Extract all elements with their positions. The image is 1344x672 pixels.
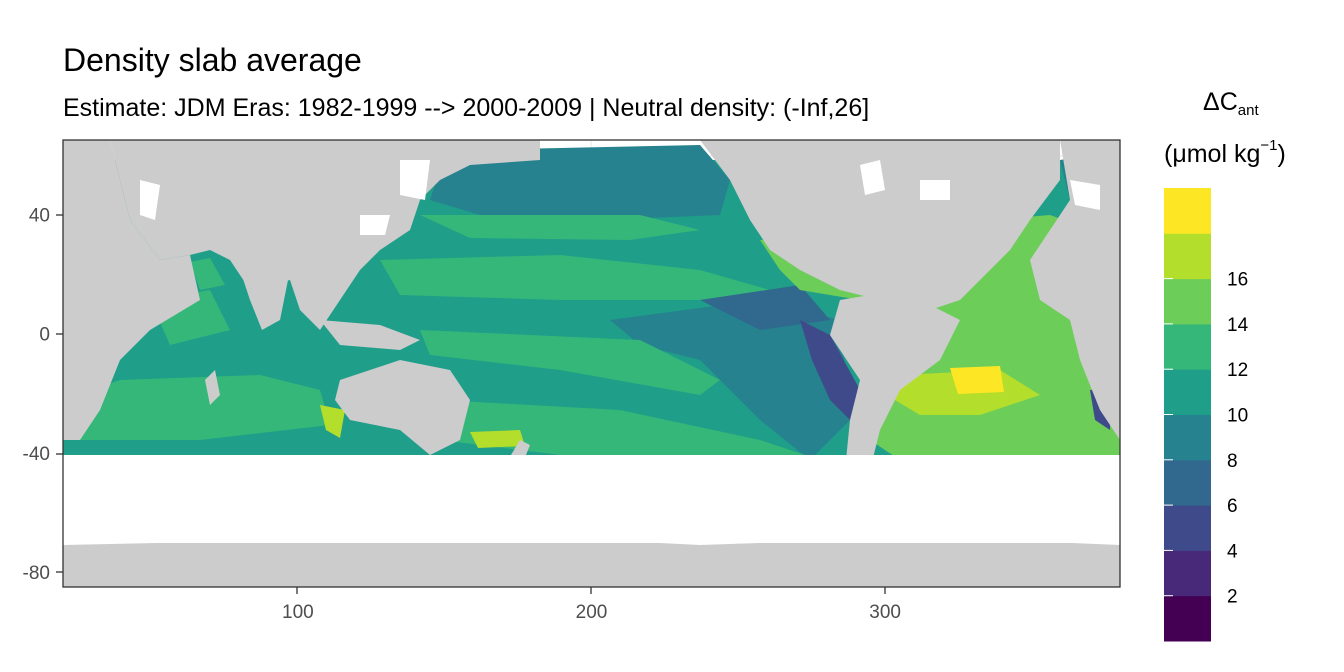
eastern-equatorial-pacific: [610, 300, 850, 460]
north-pacific-band-2: [420, 215, 700, 240]
x-tick-labels: 100 200 300: [282, 602, 901, 623]
axis-ticks: [56, 214, 886, 594]
x-tick-label: 300: [869, 602, 901, 623]
colorbar-swatch: [1164, 595, 1211, 642]
leeuwin-patch: [320, 405, 345, 438]
tasman-patch: [470, 430, 525, 448]
eastern-pacific-low: [700, 285, 830, 330]
colorbar-swatch: [1164, 459, 1211, 506]
legend-symbol: ΔC: [1203, 88, 1238, 116]
colorbar-swatch: [1164, 188, 1211, 234]
legend-subscript: ant: [1237, 102, 1259, 119]
chart-subtitle: Estimate: JDM Eras: 1982-1999 --> 2000-2…: [63, 94, 870, 122]
south-pacific-band-2: [440, 400, 820, 462]
legend-unit-superscript: −1: [1260, 137, 1278, 154]
y-tick-label: -40: [23, 444, 50, 465]
y-tick-label: 0: [39, 325, 50, 346]
legend-title-unit: (μmol kg−1): [1164, 137, 1286, 169]
colorbar-label: 8: [1227, 451, 1238, 472]
colorbar-swatch: [1164, 414, 1211, 461]
legend-unit-prefix: (μmol kg: [1164, 140, 1261, 168]
no-data: [63, 160, 1120, 543]
south-atlantic-max: [950, 366, 1004, 394]
colorbar-swatch: [1164, 233, 1211, 280]
chart-title: Density slab average: [63, 42, 362, 78]
colorbar-label: 16: [1227, 270, 1248, 291]
southern-indian-band: [63, 375, 330, 440]
red-sea: [190, 258, 225, 290]
colorbar-label: 4: [1227, 541, 1238, 562]
peru-upwelling: [800, 320, 860, 420]
north-pacific-subpolar: [430, 145, 730, 220]
y-tick-labels: 40 0 -40 -80: [23, 206, 50, 585]
north-pacific-band: [380, 255, 770, 300]
x-tick-label: 100: [282, 602, 314, 623]
colorbar-label: 12: [1227, 360, 1248, 381]
colorbar-labels: 2 4 6 8 10 12 14 16: [1227, 270, 1249, 608]
colorbar-swatch: [1164, 323, 1211, 370]
x-tick-label: 200: [576, 602, 608, 623]
y-tick-label: -80: [23, 563, 50, 584]
colorbar-label: 10: [1227, 406, 1248, 427]
colorbar-swatch: [1164, 550, 1211, 597]
colorbar-swatch: [1164, 505, 1211, 551]
land: [63, 140, 1120, 587]
colorbar: [1164, 188, 1211, 642]
colorbar-label: 14: [1227, 315, 1249, 336]
legend-unit-suffix: ): [1277, 140, 1286, 168]
y-tick-label: 40: [29, 206, 50, 227]
south-pacific-band-1: [420, 330, 720, 395]
colorbar-swatch: [1164, 369, 1211, 415]
colorbar-label: 2: [1227, 587, 1238, 608]
legend-title-symbol: ΔCant: [1203, 88, 1259, 119]
colorbar-swatch: [1164, 278, 1211, 325]
colorbar-label: 6: [1227, 496, 1238, 517]
